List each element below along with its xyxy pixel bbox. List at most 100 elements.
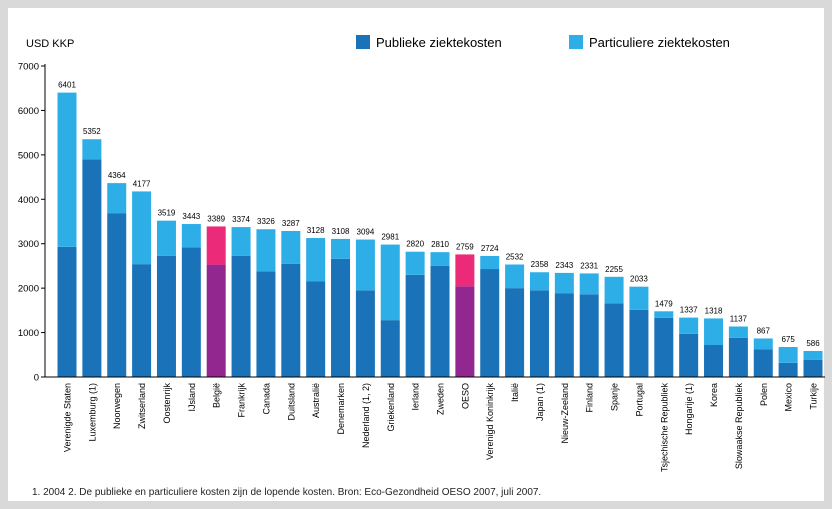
x-tick-label: Luxemburg (1) xyxy=(87,383,97,442)
x-tick-label: Tsjechische Republiek xyxy=(659,383,669,473)
x-tick-label: Japan (1) xyxy=(535,383,545,421)
x-tick-label: Verenigd Koninkrijk xyxy=(485,383,495,461)
x-tick-label: Australië xyxy=(311,383,321,418)
bar-public xyxy=(529,290,549,377)
data-label: 4177 xyxy=(133,179,151,188)
bar-public xyxy=(753,349,773,377)
x-tick-label: Denemarken xyxy=(336,383,346,435)
y-tick-label: 2000 xyxy=(18,284,39,295)
data-label: 1337 xyxy=(680,306,698,315)
y-tick-label: 6000 xyxy=(18,106,39,117)
bar-public xyxy=(554,293,574,377)
x-tick-label: Verenigde Staten xyxy=(63,383,73,452)
legend-label: Particuliere ziektekosten xyxy=(589,35,730,50)
bar-private xyxy=(132,191,152,265)
data-label: 3108 xyxy=(332,227,350,236)
data-label: 2532 xyxy=(506,253,524,262)
bar-private xyxy=(753,338,773,350)
footnote: 1. 2004 2. De publieke en particuliere k… xyxy=(32,487,542,498)
data-label: 2981 xyxy=(381,233,399,242)
bar-private xyxy=(156,220,176,256)
data-label: 675 xyxy=(781,335,795,344)
bar-private xyxy=(778,347,798,363)
data-label: 3519 xyxy=(158,209,176,218)
bar-private xyxy=(306,238,326,282)
bar-public xyxy=(679,333,699,377)
y-tick-label: 7000 xyxy=(18,62,39,73)
x-tick-label: Canada xyxy=(261,383,271,415)
data-label: 6401 xyxy=(58,81,76,90)
data-label: 3443 xyxy=(182,212,200,221)
bar-public xyxy=(231,255,251,377)
data-label: 2759 xyxy=(456,242,474,251)
bar-private xyxy=(281,230,301,264)
bar-public xyxy=(654,317,674,377)
bar-private xyxy=(331,238,351,259)
bar-private xyxy=(206,226,226,265)
bar-private xyxy=(181,224,201,248)
bar-public xyxy=(306,281,326,377)
data-label: 3287 xyxy=(282,219,300,228)
data-label: 2820 xyxy=(406,240,424,249)
x-tick-label: OESO xyxy=(460,383,470,409)
bar-public xyxy=(629,309,649,377)
bar-public xyxy=(132,264,152,377)
bar-private xyxy=(654,311,674,318)
bar-private xyxy=(82,139,102,160)
x-tick-label: Mexico xyxy=(784,383,794,412)
bar-public xyxy=(331,258,351,377)
y-tick-label: 5000 xyxy=(18,150,39,161)
bar-private xyxy=(57,92,77,247)
x-tick-label: Slowaakse Republiek xyxy=(734,383,744,470)
bar-private xyxy=(604,276,624,304)
bar-private xyxy=(679,317,699,334)
bar-public xyxy=(256,271,276,377)
x-tick-label: Finland xyxy=(585,383,595,413)
x-tick-label: België xyxy=(212,383,222,408)
x-tick-label: Griekenland xyxy=(386,383,396,432)
bar-private xyxy=(256,229,276,272)
y-tick-label: 4000 xyxy=(18,195,39,206)
bar-public xyxy=(281,263,301,377)
data-label: 2033 xyxy=(630,275,648,284)
x-tick-label: Portugal xyxy=(634,383,644,417)
bar-private xyxy=(480,255,500,270)
data-label: 2724 xyxy=(481,244,499,253)
bar-public xyxy=(355,290,375,377)
x-tick-label: Hongarije (1) xyxy=(684,383,694,435)
x-tick-label: Turkije xyxy=(809,383,819,410)
x-tick-label: Polen xyxy=(759,383,769,406)
x-tick-label: Nieuw-Zeeland xyxy=(560,383,570,444)
bar-public xyxy=(57,246,77,377)
data-label: 586 xyxy=(806,339,820,348)
y-axis-label: USD KKP xyxy=(26,38,74,50)
bar-private xyxy=(728,326,748,338)
data-label: 1318 xyxy=(705,306,723,315)
x-tick-label: Noorwegen xyxy=(112,383,122,429)
bar-private xyxy=(380,244,400,321)
x-tick-label: Oostenrijk xyxy=(162,383,172,424)
bar-public xyxy=(480,269,500,377)
data-label: 1137 xyxy=(730,314,748,323)
bar-private xyxy=(505,264,525,289)
data-label: 2255 xyxy=(605,265,623,274)
x-tick-label: Duitsland xyxy=(286,383,296,421)
bar-public xyxy=(405,274,425,377)
data-label: 2343 xyxy=(555,261,573,270)
bar-private xyxy=(405,251,425,275)
legend-swatch xyxy=(569,35,583,49)
bar-public xyxy=(82,159,102,377)
bar-public xyxy=(604,303,624,377)
x-tick-label: Nederland (1, 2) xyxy=(361,383,371,448)
data-label: 3094 xyxy=(357,228,375,237)
x-tick-label: Frankrijk xyxy=(237,383,247,418)
bar-private xyxy=(355,239,375,291)
data-label: 4364 xyxy=(108,171,126,180)
bar-public xyxy=(430,265,450,377)
x-tick-label: Spanje xyxy=(610,383,620,411)
data-label: 867 xyxy=(757,326,771,335)
data-label: 1479 xyxy=(655,299,673,308)
data-label: 3374 xyxy=(232,215,250,224)
bar-public xyxy=(206,264,226,377)
